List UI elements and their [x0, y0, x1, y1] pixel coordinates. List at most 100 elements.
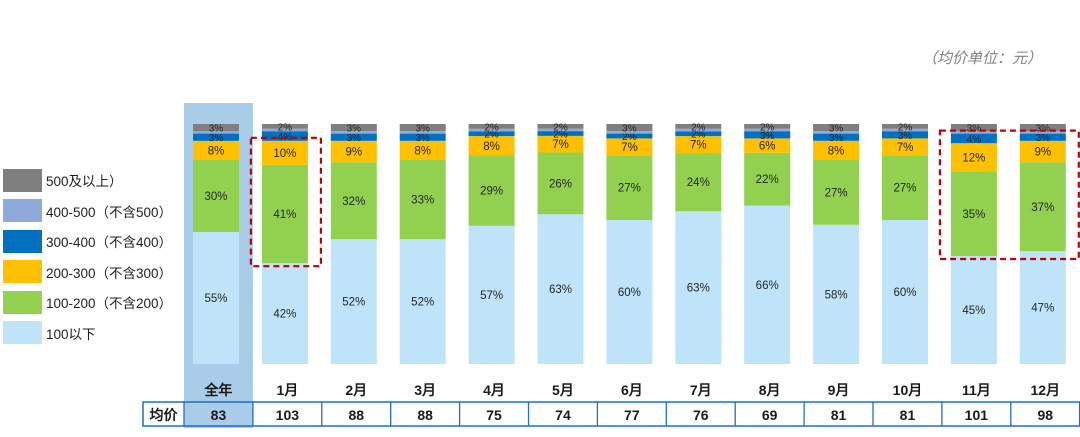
avg-price-value: 81: [831, 407, 847, 423]
data-label: 27%: [618, 183, 641, 195]
legend-swatch: [3, 321, 42, 345]
data-label: 35%: [962, 209, 985, 221]
legend-swatch: [3, 199, 42, 223]
category-label: 全年: [203, 382, 232, 398]
data-label: 6%: [759, 141, 776, 153]
data-label: 27%: [825, 187, 848, 199]
avg-price-value: 88: [348, 407, 364, 423]
bar-segment: [813, 133, 860, 141]
data-label: 9%: [345, 147, 362, 159]
bar-segment: [330, 162, 377, 240]
bar-segment: [813, 160, 860, 225]
data-label: 52%: [342, 297, 365, 309]
bar-segment: [882, 131, 928, 139]
bar-segment: [193, 124, 239, 132]
legend-item: 300-400（不含400）: [3, 226, 172, 257]
data-label: 60%: [618, 287, 641, 299]
bar-segment: [330, 124, 377, 132]
category-label: 10月: [893, 382, 923, 398]
bar-segment: [468, 124, 515, 129]
bar-segment: [399, 239, 446, 364]
category-label: 3月: [414, 382, 436, 398]
data-label: 7%: [690, 140, 707, 152]
data-label: 24%: [687, 177, 710, 189]
data-label: 26%: [549, 178, 572, 190]
bar-segment: [606, 220, 653, 364]
data-label: 52%: [411, 297, 434, 309]
data-label: 3%: [760, 131, 775, 142]
chart-legend: 500及以上） 400-500（不含500） 300-400（不含400） 200-3…: [3, 165, 172, 348]
avg-price-value: 69: [762, 407, 778, 423]
dashed-highlight-box: [249, 136, 322, 268]
bar-segment: [675, 211, 722, 364]
bar-segment: [744, 138, 791, 153]
data-label: 55%: [204, 293, 227, 305]
data-label: 2%: [691, 130, 706, 141]
bar-segment: [399, 131, 446, 134]
category-label: 12月: [1030, 382, 1060, 398]
legend-label: 100-200（不含200）: [46, 296, 173, 312]
bar-segment: [1019, 140, 1066, 163]
data-label: 3%: [622, 124, 637, 135]
bar-segment: [330, 133, 377, 141]
bar-segment: [606, 131, 653, 134]
category-label: 7月: [690, 382, 712, 398]
bar-segment: [261, 263, 308, 364]
bar-segment: [1019, 251, 1066, 364]
bar-segment: [882, 138, 928, 156]
data-label: 3%: [415, 124, 430, 135]
category-label: 1月: [276, 382, 298, 398]
data-label: 3%: [209, 133, 224, 144]
avg-price-value: 98: [1037, 407, 1053, 423]
bar-segment: [399, 140, 446, 160]
bar-segment: [537, 124, 584, 129]
data-label: 3%: [1036, 133, 1051, 144]
avg-price-value: 101: [965, 407, 989, 423]
bar-segment: [1019, 133, 1066, 141]
legend-item: 200-300（不含300）: [3, 257, 172, 288]
bar-segment: [882, 124, 928, 129]
data-label: 2%: [553, 130, 568, 141]
bar-segment: [675, 124, 722, 129]
bar-segment: [813, 224, 860, 364]
data-label: 12%: [962, 153, 985, 165]
bar-segment: [468, 131, 515, 137]
legend-label: 400-500（不含500）: [46, 204, 173, 220]
bar-segment: [330, 140, 377, 163]
avg-price-value: 88: [417, 407, 433, 423]
avg-price-value: 103: [276, 407, 300, 423]
legend-swatch: [3, 168, 42, 192]
data-label: 2%: [553, 122, 568, 133]
data-label: 3%: [347, 133, 362, 144]
avg-price-value: 76: [693, 407, 709, 423]
legend-label: 300-400（不含400）: [46, 235, 173, 251]
data-label: 3%: [1036, 124, 1051, 135]
data-label: 22%: [756, 174, 779, 186]
data-label: 2%: [484, 122, 499, 133]
data-label: 42%: [273, 309, 296, 321]
bar-segment: [950, 256, 997, 364]
legend-swatch: [3, 229, 42, 253]
bar-segment: [606, 155, 653, 220]
bar-segment: [675, 136, 722, 154]
bar-segment: [399, 160, 446, 240]
bar-segment: [606, 138, 653, 156]
bar-segment: [537, 214, 584, 364]
bar-segment: [606, 133, 653, 139]
data-label: 63%: [549, 284, 572, 296]
bar-segment: [950, 131, 997, 134]
bar-segment: [675, 153, 722, 212]
data-label: 33%: [411, 195, 434, 207]
bar-segment: [399, 124, 446, 132]
avg-price-value: 81: [900, 407, 916, 423]
legend-item: 400-500（不含500）: [3, 196, 172, 227]
avg-price-value: 75: [486, 407, 502, 423]
data-label: 3%: [829, 124, 844, 135]
bar-segment: [744, 128, 791, 132]
dashed-highlight-box: [938, 129, 1080, 261]
bar-segment: [468, 128, 515, 132]
legend-item: 500及以上）: [3, 165, 172, 196]
data-label: 3%: [209, 124, 224, 135]
data-label: 60%: [893, 287, 916, 299]
